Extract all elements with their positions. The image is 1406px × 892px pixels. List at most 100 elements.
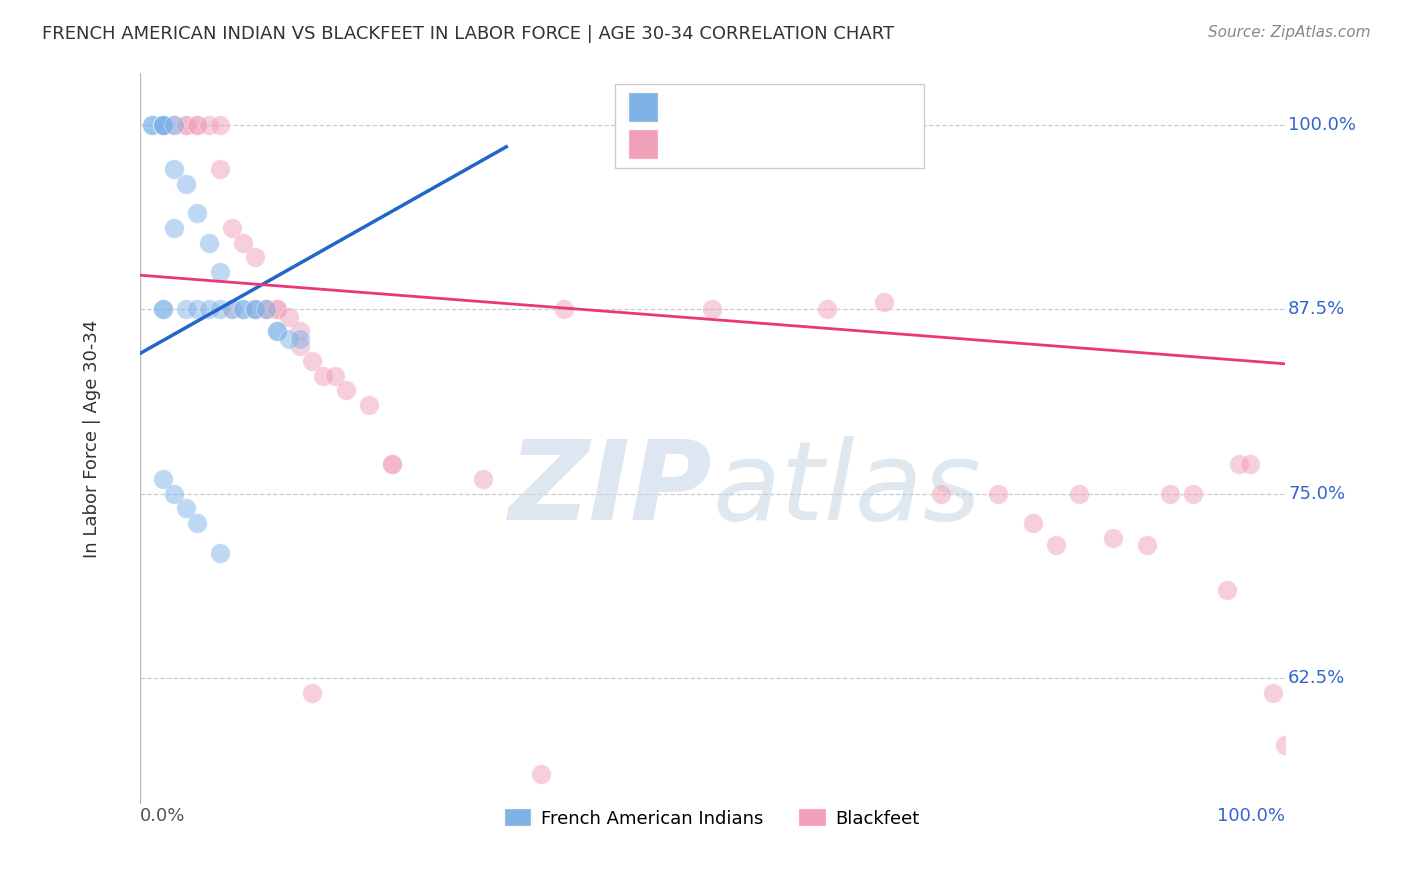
Point bbox=[152, 118, 174, 132]
Point bbox=[1239, 457, 1261, 471]
Point bbox=[1159, 486, 1181, 500]
Point bbox=[929, 486, 952, 500]
Point bbox=[987, 486, 1010, 500]
Text: R =: R = bbox=[668, 135, 707, 153]
Point bbox=[266, 302, 288, 317]
Point bbox=[277, 332, 299, 346]
Point bbox=[266, 324, 288, 338]
Point bbox=[243, 302, 266, 317]
Text: -0.098: -0.098 bbox=[718, 135, 783, 153]
Point bbox=[141, 118, 163, 132]
Text: Source: ZipAtlas.com: Source: ZipAtlas.com bbox=[1208, 25, 1371, 40]
Point bbox=[209, 118, 232, 132]
Point bbox=[186, 516, 208, 531]
Point bbox=[301, 686, 323, 700]
Point bbox=[152, 472, 174, 486]
Point bbox=[243, 302, 266, 317]
Point bbox=[174, 118, 197, 132]
Point bbox=[381, 457, 404, 471]
Point bbox=[702, 302, 724, 317]
Point bbox=[1216, 582, 1239, 597]
Point bbox=[186, 206, 208, 220]
Point bbox=[163, 118, 186, 132]
Point bbox=[221, 302, 243, 317]
Point bbox=[152, 302, 174, 317]
Text: 100.0%: 100.0% bbox=[1288, 116, 1355, 134]
Text: 0.391: 0.391 bbox=[718, 98, 775, 116]
Point bbox=[1045, 538, 1067, 552]
Text: 75.0%: 75.0% bbox=[1288, 484, 1346, 503]
Point bbox=[209, 265, 232, 279]
Point bbox=[873, 294, 896, 309]
Point bbox=[197, 118, 219, 132]
Point bbox=[209, 546, 232, 560]
Text: R =: R = bbox=[668, 98, 707, 116]
Point bbox=[254, 302, 277, 317]
Point bbox=[472, 472, 495, 486]
Point bbox=[254, 302, 277, 317]
Text: 62.5%: 62.5% bbox=[1288, 669, 1346, 687]
Point bbox=[186, 118, 208, 132]
Point bbox=[152, 118, 174, 132]
Text: N = 34: N = 34 bbox=[775, 98, 838, 116]
Point bbox=[1136, 538, 1159, 552]
Point bbox=[1067, 486, 1090, 500]
Point bbox=[266, 302, 288, 317]
Point bbox=[221, 302, 243, 317]
Point bbox=[530, 767, 553, 781]
Point bbox=[152, 302, 174, 317]
Bar bbox=[628, 130, 658, 158]
Point bbox=[335, 384, 357, 398]
Text: FRENCH AMERICAN INDIAN VS BLACKFEET IN LABOR FORCE | AGE 30-34 CORRELATION CHART: FRENCH AMERICAN INDIAN VS BLACKFEET IN L… bbox=[42, 25, 894, 43]
Point bbox=[152, 118, 174, 132]
Point bbox=[174, 177, 197, 191]
Point bbox=[209, 302, 232, 317]
Text: ZIP: ZIP bbox=[509, 436, 713, 543]
Point bbox=[290, 339, 312, 353]
Point bbox=[174, 501, 197, 516]
Text: N = 49: N = 49 bbox=[787, 135, 849, 153]
Point bbox=[1274, 738, 1296, 752]
Point bbox=[163, 161, 186, 176]
Bar bbox=[628, 94, 658, 121]
Point bbox=[152, 118, 174, 132]
Point bbox=[312, 368, 335, 383]
Point bbox=[163, 221, 186, 235]
Point bbox=[323, 368, 346, 383]
Point bbox=[301, 354, 323, 368]
Point bbox=[277, 310, 299, 324]
Point bbox=[232, 302, 254, 317]
Point bbox=[174, 302, 197, 317]
Point bbox=[1263, 686, 1285, 700]
Point bbox=[290, 332, 312, 346]
Point bbox=[290, 324, 312, 338]
Point bbox=[221, 221, 243, 235]
Point bbox=[209, 161, 232, 176]
FancyBboxPatch shape bbox=[614, 84, 924, 168]
Point bbox=[163, 118, 186, 132]
Point bbox=[174, 118, 197, 132]
Point bbox=[1182, 486, 1205, 500]
Point bbox=[232, 235, 254, 250]
Text: 100.0%: 100.0% bbox=[1216, 806, 1285, 824]
Point bbox=[197, 302, 219, 317]
Point bbox=[815, 302, 838, 317]
Point bbox=[1227, 457, 1250, 471]
Point bbox=[141, 118, 163, 132]
Point bbox=[553, 302, 575, 317]
Point bbox=[186, 118, 208, 132]
Point bbox=[197, 235, 219, 250]
Legend: French American Indians, Blackfeet: French American Indians, Blackfeet bbox=[498, 802, 927, 835]
Point bbox=[243, 251, 266, 265]
Point bbox=[232, 302, 254, 317]
Point bbox=[152, 118, 174, 132]
Point bbox=[266, 324, 288, 338]
Point bbox=[163, 486, 186, 500]
Point bbox=[357, 398, 380, 412]
Point bbox=[254, 302, 277, 317]
Point bbox=[243, 302, 266, 317]
Point bbox=[186, 302, 208, 317]
Text: atlas: atlas bbox=[713, 436, 981, 543]
Text: In Labor Force | Age 30-34: In Labor Force | Age 30-34 bbox=[83, 319, 101, 558]
Text: 0.0%: 0.0% bbox=[141, 806, 186, 824]
